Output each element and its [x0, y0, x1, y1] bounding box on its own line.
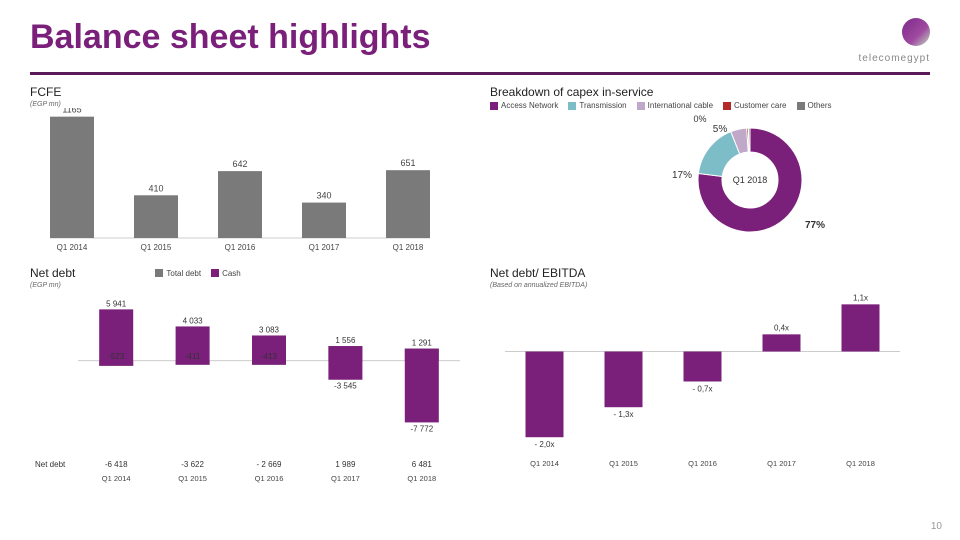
- fcfe-chart: 1165 Q1 2014 410 Q1 2015 642 Q1 2016 340 Q1 201…: [30, 108, 450, 258]
- svg-text:- 2 669: - 2 669: [257, 460, 282, 469]
- svg-text:- 0,7x: - 0,7x: [692, 385, 712, 394]
- capex-title: Breakdown of capex in-service: [490, 85, 930, 99]
- svg-text:-3 622: -3 622: [181, 460, 204, 469]
- svg-text:-3 545: -3 545: [334, 382, 357, 391]
- netdebt-sub: (EGP mn): [30, 282, 75, 289]
- capex-legend: Access NetworkTransmissionInternational …: [490, 101, 930, 110]
- svg-text:3 083: 3 083: [259, 325, 280, 334]
- logo: telecomegypt: [859, 18, 930, 64]
- svg-text:5 941: 5 941: [106, 299, 127, 308]
- logo-text: telecomegypt: [859, 53, 930, 64]
- svg-text:Q1 2015: Q1 2015: [609, 459, 638, 468]
- svg-text:Q1 2017: Q1 2017: [767, 459, 796, 468]
- svg-text:Q1 2014: Q1 2014: [530, 459, 559, 468]
- svg-text:1 291: 1 291: [412, 339, 433, 348]
- svg-text:1 556: 1 556: [335, 336, 356, 345]
- fcfe-card: FCFE (EGP mn) 1165 Q1 2014 410 Q1 2015 642 Q1…: [30, 85, 470, 258]
- svg-text:Q1 2016: Q1 2016: [255, 474, 284, 483]
- svg-text:340: 340: [316, 191, 331, 201]
- svg-text:-523: -523: [108, 352, 125, 361]
- svg-text:Q1 2018: Q1 2018: [393, 243, 424, 252]
- svg-text:Q1 2016: Q1 2016: [225, 243, 256, 252]
- page-title: Balance sheet highlights: [30, 18, 431, 57]
- svg-text:-413: -413: [261, 352, 278, 361]
- svg-text:17%: 17%: [672, 170, 692, 181]
- svg-text:1165: 1165: [62, 108, 81, 115]
- svg-text:Q1 2014: Q1 2014: [102, 474, 131, 483]
- ratio-card: Net debt/ EBITDA (Based on annualized EB…: [490, 266, 930, 489]
- svg-text:-7 772: -7 772: [410, 424, 433, 433]
- svg-text:5%: 5%: [713, 124, 728, 135]
- svg-text:0%: 0%: [693, 114, 706, 124]
- svg-text:642: 642: [232, 159, 247, 169]
- svg-text:-6 418: -6 418: [105, 460, 128, 469]
- svg-text:1 989: 1 989: [335, 460, 356, 469]
- svg-text:4 033: 4 033: [183, 316, 204, 325]
- svg-text:0,4x: 0,4x: [774, 323, 789, 332]
- svg-text:Q1 2018: Q1 2018: [733, 175, 768, 185]
- netdebt-legend: Total debtCash: [155, 269, 240, 278]
- svg-text:Q1 2017: Q1 2017: [331, 474, 360, 483]
- svg-text:Q1 2018: Q1 2018: [846, 459, 875, 468]
- svg-text:Net debt: Net debt: [35, 460, 66, 469]
- svg-text:-411: -411: [185, 352, 201, 361]
- svg-text:6 481: 6 481: [412, 460, 433, 469]
- svg-text:- 2,0x: - 2,0x: [534, 440, 554, 449]
- ratio-chart: - 2,0x Q1 2014 - 1,3x Q1 2015 - 0,7x Q1 2016 0…: [490, 289, 910, 474]
- ratio-title: Net debt/ EBITDA: [490, 266, 930, 280]
- page-number: 10: [931, 521, 942, 532]
- capex-chart: Q1 2018 77% 17% 5% 0%: [490, 110, 910, 245]
- fcfe-sub: (EGP mn): [30, 101, 470, 108]
- svg-text:Q1 2015: Q1 2015: [141, 243, 172, 252]
- svg-text:Q1 2017: Q1 2017: [309, 243, 340, 252]
- netdebt-title: Net debt: [30, 266, 75, 280]
- fcfe-title: FCFE: [30, 85, 470, 99]
- logo-mark-icon: [902, 18, 930, 46]
- svg-text:1,1x: 1,1x: [853, 293, 868, 302]
- svg-text:410: 410: [148, 183, 163, 193]
- svg-text:Q1 2018: Q1 2018: [407, 474, 436, 483]
- netdebt-chart: 5 941 -523 -6 418 Q1 2014 4 033 -411 -3 622 Q1 …: [30, 289, 470, 489]
- svg-text:Q1 2015: Q1 2015: [178, 474, 207, 483]
- svg-text:Q1 2014: Q1 2014: [57, 243, 88, 252]
- svg-text:651: 651: [400, 158, 415, 168]
- svg-text:- 1,3x: - 1,3x: [613, 410, 633, 419]
- svg-text:Q1 2016: Q1 2016: [688, 459, 717, 468]
- svg-text:77%: 77%: [805, 220, 825, 231]
- ratio-sub: (Based on annualized EBITDA): [490, 282, 930, 289]
- netdebt-card: Net debt (EGP mn) Total debtCash 5 941 -5…: [30, 266, 470, 489]
- capex-card: Breakdown of capex in-service Access Net…: [490, 85, 930, 258]
